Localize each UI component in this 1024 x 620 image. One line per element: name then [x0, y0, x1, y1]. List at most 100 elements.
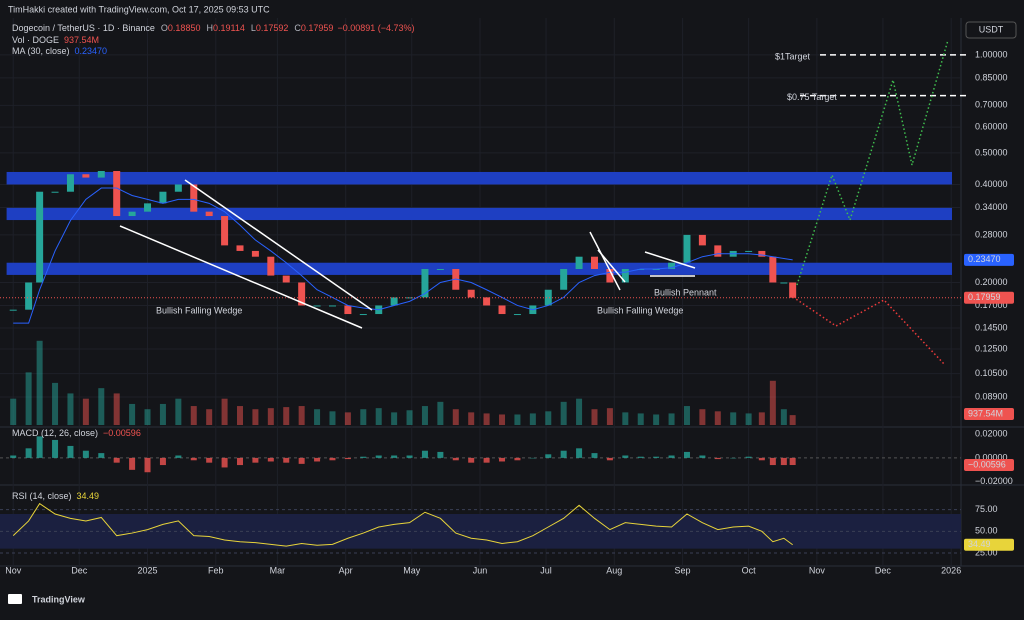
candle	[606, 269, 614, 283]
volume-bar	[745, 413, 752, 425]
candle	[205, 211, 213, 217]
volume-bar	[606, 408, 613, 425]
macd-bar	[576, 448, 583, 458]
y-tick-label: 0.60000	[975, 122, 1008, 132]
macd-bar	[560, 450, 567, 458]
y-tick-label: 50.00	[975, 526, 998, 536]
x-tick-label: Dec	[71, 565, 88, 575]
candle	[590, 256, 598, 270]
candle	[544, 289, 552, 306]
trend-line	[644, 251, 696, 269]
value-box	[964, 538, 1014, 551]
volume-bar	[789, 415, 796, 425]
value-box	[964, 253, 1014, 266]
candle	[780, 282, 788, 284]
value-box-label: 0.23470	[968, 254, 1001, 264]
candle	[190, 184, 198, 212]
value-box-label: −0.00596	[968, 459, 1006, 469]
candle	[498, 305, 506, 315]
ohlc-value: 0.17959	[301, 23, 334, 33]
volume-bar	[175, 398, 182, 425]
candle	[66, 174, 74, 192]
target-label: $1Target	[775, 51, 811, 61]
volume-bar	[221, 398, 228, 425]
y-tick-label: 0.40000	[975, 179, 1008, 189]
macd-bar	[159, 457, 166, 466]
candle	[159, 191, 167, 204]
value-box-label: 0.17959	[968, 292, 1001, 302]
target-label: $0.75 Target	[787, 92, 837, 102]
macd-bar	[789, 457, 796, 466]
x-tick-label: 2025	[138, 565, 158, 575]
macd-bar	[529, 457, 536, 459]
ohlc-value: 0.17592	[256, 23, 289, 33]
brand: TradingView	[32, 594, 86, 604]
macd-bar	[499, 457, 506, 462]
macd-bar	[252, 457, 259, 463]
macd-bar	[206, 457, 213, 463]
macd-bar	[606, 457, 613, 461]
candle	[513, 314, 521, 316]
macd-bar	[468, 457, 475, 463]
volume-bar	[283, 407, 290, 425]
volume-bar	[206, 409, 213, 425]
volume-bar	[780, 409, 787, 425]
macd-bar	[769, 457, 776, 466]
candle	[298, 282, 306, 306]
volume-bar	[730, 412, 737, 425]
candle	[282, 275, 290, 283]
value-box	[964, 291, 1014, 304]
macd-bar	[190, 457, 197, 461]
volume-bar	[82, 398, 89, 425]
legend-value: 34.49	[77, 491, 100, 501]
drawings	[119, 39, 949, 366]
candle	[221, 216, 229, 246]
zone	[6, 171, 952, 185]
volume-bar	[237, 406, 243, 425]
candle	[758, 250, 766, 257]
candle	[668, 262, 676, 270]
volume-bar	[52, 382, 59, 425]
candle	[251, 250, 259, 257]
volume-bar	[252, 409, 259, 425]
x-tick-label: Oct	[742, 565, 757, 575]
macd-bar	[683, 451, 690, 458]
volume-bar	[483, 413, 490, 425]
zone	[6, 262, 952, 275]
macd-bar	[129, 457, 136, 470]
macd-bar	[421, 450, 428, 458]
projection-up	[796, 39, 949, 286]
macd-bar	[344, 457, 351, 460]
macd-bar	[298, 457, 305, 464]
trend-line	[119, 225, 363, 329]
macd-bar	[452, 457, 459, 461]
macd-bar	[82, 450, 89, 458]
macd-bar	[758, 457, 765, 461]
macd-bar	[25, 448, 32, 458]
x-tick-label: Feb	[208, 565, 224, 575]
macd-bar	[514, 457, 521, 461]
ohlc-key: O	[161, 23, 168, 33]
volume-bar	[499, 414, 506, 425]
candle	[344, 305, 352, 315]
macd-bar	[668, 455, 675, 458]
macd-bar	[714, 457, 721, 460]
volume-bar	[758, 412, 765, 425]
candle	[683, 234, 691, 263]
volume-bar	[714, 411, 721, 425]
volume-bar	[421, 406, 428, 425]
ohlc-key: H	[206, 23, 213, 33]
macd-bar	[221, 457, 228, 468]
macd-bar	[283, 457, 290, 463]
volume-bar	[314, 409, 321, 425]
macd-bar	[329, 457, 336, 461]
legend-name: Vol · DOGE	[12, 35, 59, 45]
y-tick-label: 1.00000	[975, 49, 1008, 59]
volume-bar	[683, 406, 690, 425]
candle	[421, 269, 429, 298]
candle	[621, 269, 629, 283]
y-tick-label: 0.02000	[975, 428, 1008, 438]
volume-bar	[529, 413, 536, 425]
macd-bar	[375, 455, 382, 458]
volume-bar	[267, 408, 274, 425]
